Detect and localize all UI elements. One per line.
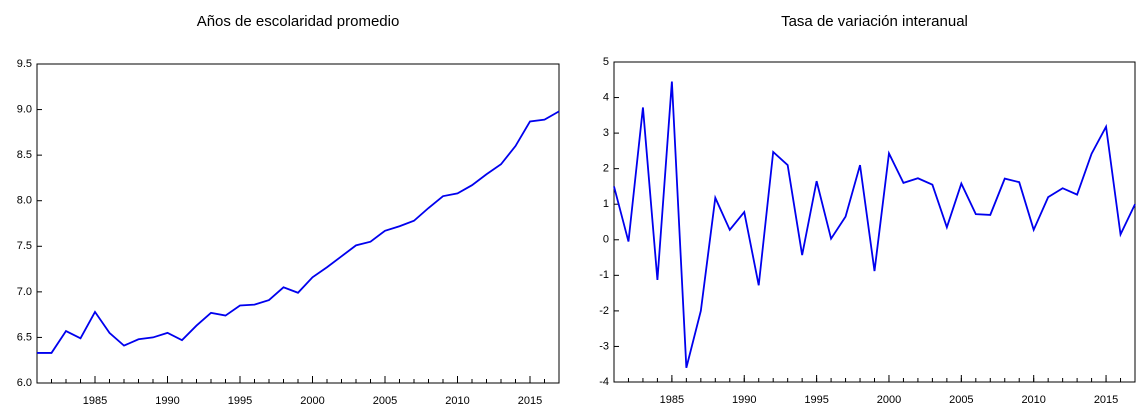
x-tick-label: 1985 xyxy=(83,395,107,407)
x-tick-label: 1985 xyxy=(660,394,684,406)
y-tick-label: 2 xyxy=(603,163,609,175)
y-tick-label: 9.5 xyxy=(17,58,32,70)
x-tick-label: 2005 xyxy=(373,395,397,407)
x-tick-label: 2010 xyxy=(1021,394,1045,406)
y-tick-label: -1 xyxy=(599,269,609,281)
x-tick-label: 2010 xyxy=(445,395,469,407)
chart-title: Tasa de variación interanual xyxy=(781,13,968,30)
x-tick-label: 1995 xyxy=(804,394,828,406)
y-tick-label: 1 xyxy=(603,198,609,210)
y-tick-label: 0 xyxy=(603,234,609,246)
y-tick-label: 5 xyxy=(603,56,609,68)
x-tick-label: 2015 xyxy=(1094,394,1118,406)
data-line xyxy=(37,110,560,354)
y-tick-label: 6.0 xyxy=(17,377,32,389)
y-tick-label: -2 xyxy=(599,305,609,317)
chart-title: Años de escolaridad promedio xyxy=(197,13,400,30)
x-tick-label: 1990 xyxy=(155,395,179,407)
x-tick-label: 2000 xyxy=(300,395,324,407)
x-tick-label: 2000 xyxy=(877,394,901,406)
y-tick-label: 8.5 xyxy=(17,149,32,161)
plot-frame xyxy=(613,61,1136,383)
x-tick-label: 1990 xyxy=(732,394,756,406)
y-tick-label: -3 xyxy=(599,340,609,352)
plot-frame xyxy=(36,63,560,384)
y-tick-label: -4 xyxy=(599,376,609,388)
x-tick-label: 1995 xyxy=(228,395,252,407)
y-tick-label: 6.5 xyxy=(17,331,32,343)
x-tick-label: 2005 xyxy=(949,394,973,406)
y-tick-label: 3 xyxy=(603,127,609,139)
y-tick-label: 4 xyxy=(603,91,609,103)
y-tick-label: 8.0 xyxy=(17,195,32,207)
data-line xyxy=(613,81,1136,368)
y-tick-label: 7.0 xyxy=(17,286,32,298)
y-tick-label: 9.0 xyxy=(17,103,32,115)
x-tick-label: 2015 xyxy=(518,395,542,407)
y-tick-label: 7.5 xyxy=(17,240,32,252)
